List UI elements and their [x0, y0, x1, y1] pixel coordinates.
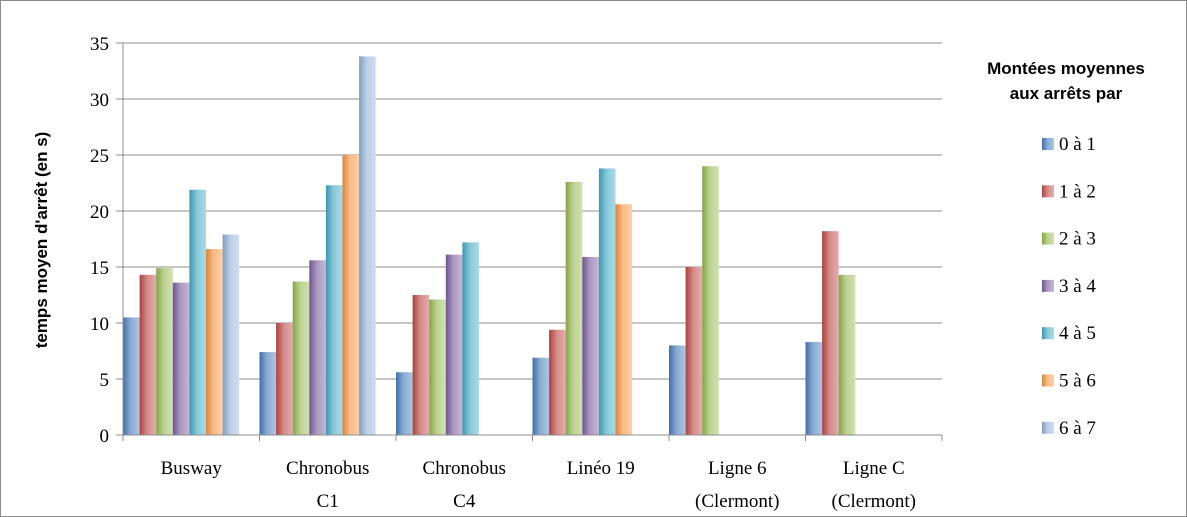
bar-2-series-1: [259, 352, 277, 435]
legend-swatch: [1042, 138, 1054, 150]
y-tick-label: 20: [90, 202, 109, 223]
legend-item-1: 0 à 1: [1042, 134, 1096, 155]
bar-1-series-4: [172, 282, 190, 435]
legend-item-5: 4 à 5: [1042, 323, 1096, 344]
bar-4-series-3: [565, 181, 583, 435]
bar-1-series-1: [123, 317, 140, 435]
y-tick-label: 10: [90, 314, 109, 335]
bar-1-series-6: [206, 249, 223, 435]
axes: [122, 43, 943, 441]
legend: Montées moyennes aux arrêts par 0 à 1 1 à 2…: [987, 59, 1145, 439]
x-tick-label: Busway: [161, 458, 223, 479]
legend-swatch: [1042, 327, 1054, 340]
x-tick-label: Chronobus C4: [423, 458, 506, 512]
legend-label: 1 à 2: [1059, 181, 1096, 202]
y-axis-title: temps moyen d'arrêt (en s): [32, 132, 51, 349]
bar-6-series-2: [822, 231, 839, 435]
legend-item-6: 5 à 6: [1042, 371, 1096, 392]
bar-6-series-1: [805, 342, 823, 435]
y-tick-labels: 0 5 10 15 20 25 30 35: [90, 34, 109, 447]
bar-4-series-4: [582, 256, 599, 435]
bar-4-series-6: [615, 204, 633, 435]
bar-5-series-3: [702, 166, 719, 435]
legend-item-7: 6 à 7: [1042, 418, 1096, 439]
bars: [123, 56, 856, 435]
bar-1-series-7: [222, 234, 240, 435]
legend-swatch: [1042, 185, 1054, 198]
bar-1-series-5: [189, 189, 206, 435]
bar-2-series-3: [292, 281, 310, 435]
bar-3-series-4: [445, 254, 463, 435]
bar-3-series-2: [412, 295, 430, 435]
x-tick-label: Ligne C (Clermont): [832, 458, 916, 512]
legend-swatch: [1042, 374, 1054, 387]
legend-label: 2 à 3: [1059, 229, 1096, 250]
bar-4-series-1: [532, 357, 550, 435]
legend-label: 0 à 1: [1059, 134, 1096, 155]
bar-1-series-2: [139, 274, 157, 435]
y-tick-label: 25: [90, 146, 109, 167]
bar-6-series-3: [838, 274, 856, 435]
legend-item-2: 1 à 2: [1042, 181, 1096, 202]
bar-1-series-3: [156, 268, 173, 435]
bar-2-series-5: [325, 185, 343, 435]
x-tick-label: Ligne 6 (Clermont): [695, 458, 779, 512]
legend-label: 5 à 6: [1059, 371, 1096, 392]
legend-swatch: [1042, 232, 1054, 245]
bar-5-series-1: [669, 345, 686, 435]
y-tick-label: 0: [100, 426, 110, 447]
legend-label: 4 à 5: [1059, 323, 1096, 344]
legend-label: 6 à 7: [1059, 418, 1096, 439]
bar-2-series-2: [276, 323, 293, 435]
bar-2-series-4: [309, 260, 326, 435]
y-tick-label: 15: [90, 258, 109, 279]
legend-item-3: 2 à 3: [1042, 229, 1096, 250]
bar-4-series-2: [549, 329, 566, 435]
bar-3-series-1: [396, 372, 413, 435]
y-tick-label: 5: [100, 370, 110, 391]
x-tick-labels: Busway Chronobus C1 Chronobus C4 Linéo 19 Lign…: [161, 458, 916, 512]
y-tick-label: 30: [90, 90, 109, 111]
y-tick-label: 35: [90, 34, 109, 55]
bar-3-series-3: [429, 299, 446, 435]
bar-2-series-6: [342, 155, 360, 435]
bar-2-series-7: [359, 56, 376, 435]
legend-label: 3 à 4: [1059, 276, 1096, 297]
bar-3-series-5: [462, 242, 479, 435]
x-tick-label: Linéo 19: [567, 458, 635, 479]
bar-4-series-5: [598, 168, 616, 435]
legend-swatch: [1042, 279, 1054, 292]
bar-5-series-2: [685, 267, 703, 435]
legend-swatch: [1042, 421, 1054, 434]
x-tick-label: Chronobus C1: [286, 458, 369, 512]
legend-item-4: 3 à 4: [1042, 276, 1096, 297]
legend-title: Montées moyennes aux arrêts par: [987, 59, 1145, 103]
